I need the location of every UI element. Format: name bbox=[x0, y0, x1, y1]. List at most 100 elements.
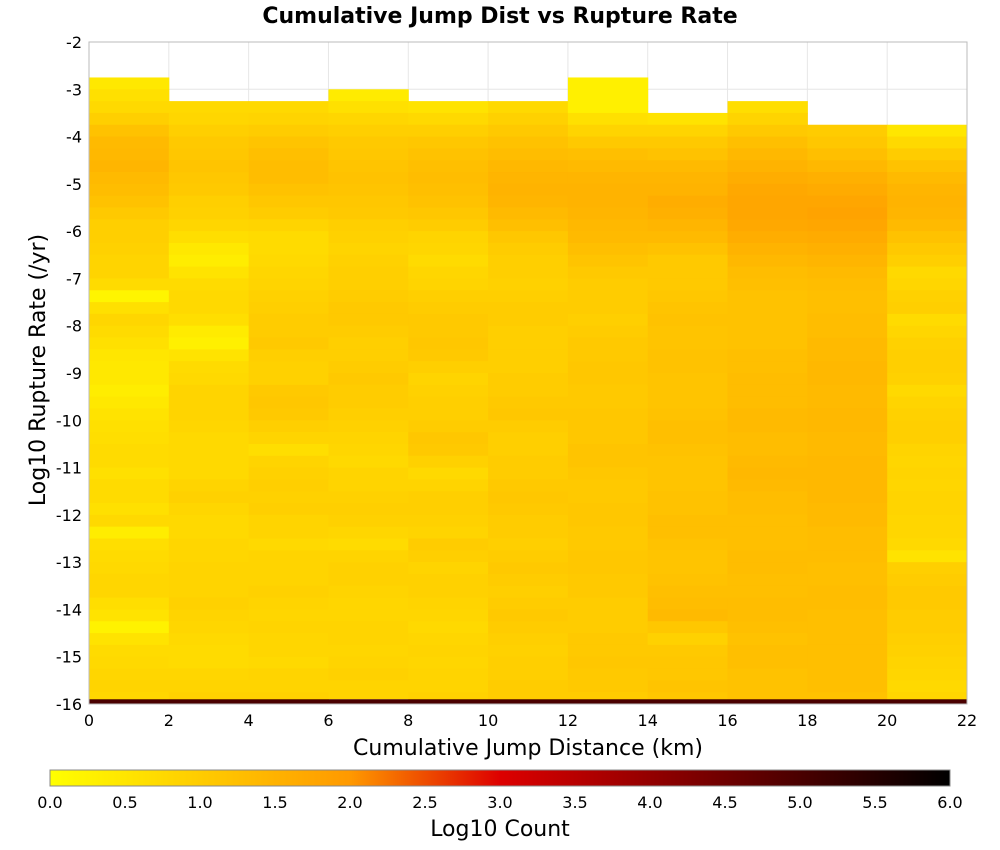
heatmap-cell bbox=[168, 373, 250, 386]
heatmap-cell bbox=[408, 633, 489, 646]
heatmap-cell bbox=[567, 254, 649, 268]
heatmap-cell bbox=[328, 325, 409, 339]
heatmap-cell bbox=[727, 479, 808, 492]
heatmap-cell bbox=[89, 384, 170, 398]
heatmap-cell bbox=[647, 443, 729, 457]
heatmap-cell bbox=[807, 692, 888, 700]
heatmap-cell bbox=[89, 89, 170, 102]
heatmap-cell bbox=[328, 621, 409, 634]
heatmap-cell bbox=[567, 242, 649, 256]
heatmap-cell bbox=[887, 633, 968, 646]
heatmap-cell bbox=[408, 609, 489, 622]
heatmap-cell bbox=[248, 384, 329, 398]
heatmap-cell bbox=[727, 455, 808, 469]
heatmap-cell bbox=[488, 538, 569, 551]
heatmap-cell bbox=[328, 101, 409, 114]
heatmap-cell bbox=[168, 432, 250, 445]
heatmap-cell bbox=[727, 408, 808, 421]
heatmap-cell bbox=[488, 325, 569, 339]
heatmap-cell bbox=[647, 148, 729, 161]
colorbar-tick-label: 3.5 bbox=[562, 793, 587, 812]
heatmap-cell bbox=[89, 455, 170, 469]
colorbar-tick-label: 4.5 bbox=[712, 793, 737, 812]
heatmap-cell bbox=[408, 278, 489, 291]
heatmap-cell bbox=[887, 337, 968, 350]
heatmap-cell bbox=[488, 573, 569, 587]
heatmap-cell bbox=[408, 136, 489, 149]
heatmap-cell bbox=[328, 124, 409, 138]
heatmap-cell bbox=[408, 112, 489, 126]
heatmap-cell bbox=[887, 302, 968, 315]
heatmap-cell bbox=[488, 195, 569, 208]
heatmap-cell bbox=[328, 373, 409, 386]
heatmap-cell bbox=[887, 621, 968, 634]
heatmap-cell bbox=[328, 160, 409, 173]
heatmap-cell bbox=[727, 325, 808, 339]
heatmap-cell bbox=[328, 550, 409, 563]
heatmap-cell bbox=[807, 266, 888, 279]
heatmap-cell bbox=[488, 183, 569, 197]
heatmap-cell bbox=[488, 526, 569, 539]
heatmap-cell bbox=[887, 278, 968, 291]
heatmap-cell bbox=[887, 313, 968, 327]
heatmap-cell bbox=[488, 384, 569, 398]
heatmap-cell bbox=[89, 479, 170, 492]
heatmap-cell bbox=[647, 124, 729, 138]
heatmap-cell bbox=[647, 680, 729, 693]
heatmap-cell bbox=[567, 443, 649, 457]
heatmap-cell bbox=[567, 313, 649, 327]
heatmap-cell bbox=[168, 597, 250, 610]
heatmap-cell bbox=[807, 313, 888, 327]
heatmap-cell bbox=[408, 254, 489, 268]
heatmap-cell bbox=[488, 112, 569, 126]
heatmap-cell bbox=[567, 479, 649, 492]
heatmap-cell bbox=[887, 195, 968, 208]
heatmap-cell bbox=[488, 408, 569, 421]
heatmap-cell bbox=[567, 656, 649, 670]
heatmap-cell bbox=[727, 219, 808, 232]
heatmap-cell bbox=[248, 337, 329, 350]
x-tick-label: 8 bbox=[403, 711, 413, 730]
heatmap-cell bbox=[727, 290, 808, 303]
colorbar-tick-label: 5.5 bbox=[862, 793, 887, 812]
y-tick-label: -4 bbox=[66, 128, 82, 147]
heatmap-cell bbox=[807, 526, 888, 539]
heatmap-cell bbox=[807, 609, 888, 622]
heatmap-cell bbox=[807, 349, 888, 362]
heatmap-cell bbox=[168, 455, 250, 469]
heatmap-cell bbox=[488, 373, 569, 386]
heatmap-cell bbox=[647, 195, 729, 208]
heatmap-cell bbox=[89, 207, 170, 220]
heatmap-cell bbox=[328, 313, 409, 327]
heatmap-cell bbox=[168, 680, 250, 693]
heatmap-cell bbox=[248, 443, 329, 457]
heatmap-cell bbox=[647, 573, 729, 587]
heatmap-cell bbox=[168, 172, 250, 185]
heatmap-cell bbox=[567, 455, 649, 469]
heatmap-cell bbox=[567, 609, 649, 622]
heatmap-cell bbox=[887, 160, 968, 173]
heatmap-cell bbox=[89, 183, 170, 197]
heatmap-cell bbox=[248, 550, 329, 563]
heatmap-cell bbox=[328, 349, 409, 362]
heatmap-cell bbox=[887, 526, 968, 539]
heatmap-cell bbox=[488, 266, 569, 279]
heatmap-cell bbox=[647, 633, 729, 646]
heatmap-cell bbox=[89, 124, 170, 138]
heatmap-cell bbox=[807, 432, 888, 445]
heatmap-cell bbox=[248, 302, 329, 315]
heatmap-cell bbox=[168, 254, 250, 268]
heatmap-cell bbox=[488, 668, 569, 681]
heatmap-cell bbox=[647, 254, 729, 268]
heatmap-cell bbox=[488, 313, 569, 327]
heatmap-bottom-row bbox=[89, 699, 967, 704]
heatmap-cell bbox=[248, 467, 329, 480]
heatmap-cell bbox=[248, 609, 329, 622]
heatmap-cell bbox=[807, 644, 888, 658]
heatmap-cell bbox=[807, 538, 888, 551]
heatmap-cell bbox=[248, 219, 329, 232]
heatmap-cell bbox=[248, 207, 329, 220]
y-tick-label: -2 bbox=[66, 33, 82, 52]
heatmap-cell bbox=[567, 562, 649, 575]
heatmap-cell bbox=[328, 396, 409, 409]
